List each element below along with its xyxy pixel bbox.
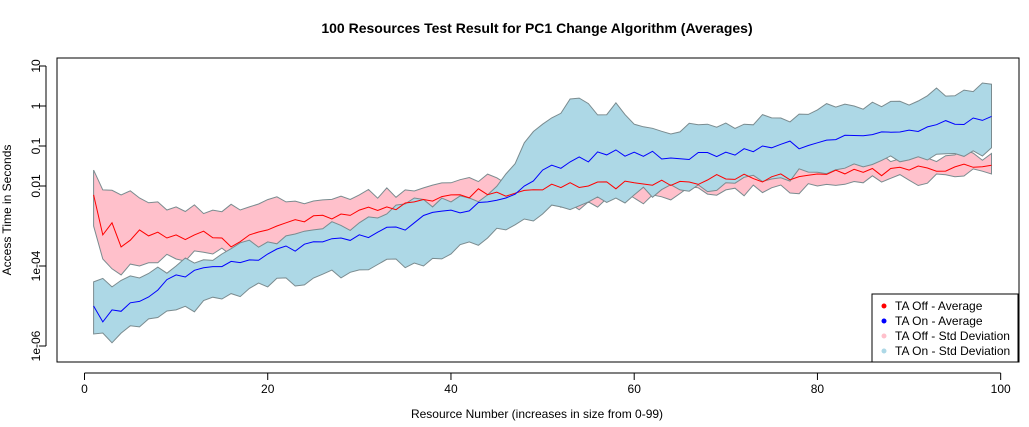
std-deviation-bands — [93, 82, 992, 344]
x-tick-label: 0 — [81, 382, 88, 396]
plot-area — [56, 57, 1020, 363]
y-tick-label: 0.1 — [29, 137, 43, 154]
x-tick-label: 100 — [991, 382, 1011, 396]
y-tick-label: 1e-06 — [29, 330, 43, 361]
x-tick-label: 60 — [628, 382, 642, 396]
legend-label: TA Off - Average — [895, 299, 983, 313]
y-axis-label: Access Time in Seconds — [0, 145, 14, 276]
ta-on-average-line — [93, 115, 992, 323]
x-tick-label: 40 — [444, 382, 458, 396]
legend-marker — [881, 333, 887, 339]
legend-label: TA On - Average — [895, 314, 983, 328]
average-lines — [93, 115, 992, 323]
legend-marker — [881, 303, 887, 309]
y-axis: 1e-06 1e-04 0.01 0.1 1 10 — [29, 59, 47, 361]
ta-on-std-deviation-band — [93, 82, 992, 344]
y-tick-label: 10 — [29, 59, 43, 73]
legend-marker — [881, 318, 887, 324]
x-tick-label: 80 — [811, 382, 825, 396]
legend-box — [871, 293, 1019, 363]
ta-off-average-line — [93, 163, 992, 248]
x-axis-label: Resource Number (increases in size from … — [411, 407, 663, 421]
y-tick-label: 1e-04 — [29, 250, 43, 281]
y-tick-label: 1 — [29, 102, 43, 109]
legend-label: TA On - Std Deviation — [895, 344, 1010, 358]
plot-frame — [56, 57, 1020, 363]
x-axis: 0 20 40 60 80 100 — [81, 372, 1011, 396]
y-tick-label: 0.01 — [29, 174, 43, 198]
legend-label: TA Off - Std Deviation — [895, 329, 1010, 343]
legend-marker — [881, 348, 887, 354]
x-tick-label: 20 — [261, 382, 275, 396]
chart-title: 100 Resources Test Result for PC1 Change… — [321, 20, 752, 36]
